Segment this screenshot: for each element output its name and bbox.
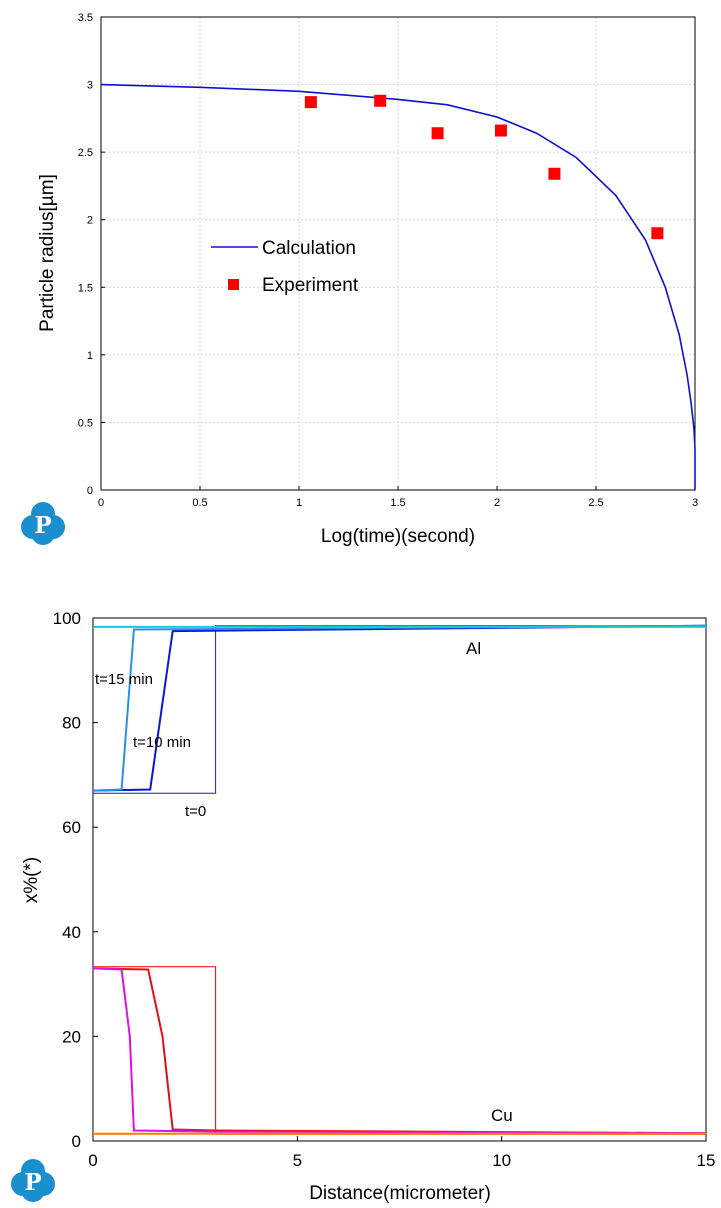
annotation-cu: Cu [491, 1106, 513, 1125]
chart1-y-tick-label: 0.5 [78, 417, 93, 429]
chart2-y-tick-label: 60 [62, 818, 81, 837]
annotation-al: Al [466, 639, 481, 658]
chart2-y-tick-label: 40 [62, 923, 81, 942]
chart1-y-tick-label: 3 [87, 80, 93, 92]
chart1-y-tick-label: 3.5 [78, 12, 93, 24]
chart1-y-tick-label: 1 [87, 350, 93, 362]
chart1-x-tick-label: 0 [98, 497, 104, 509]
experiment-point [494, 124, 507, 137]
composition-chart: 0 5 10 15 0 20 40 60 80 100 Al Cu t=15 min t=10 m… [21, 609, 715, 1204]
annotation-t15: t=15 min [95, 671, 153, 688]
chart2-curve [92, 624, 707, 792]
experiment-point [431, 127, 444, 140]
chart1-x-tick-label: 3 [692, 497, 698, 509]
chart1-y-axis-label: Particle radius[µm] [37, 174, 58, 332]
annotation-t10: t=10 min [133, 734, 191, 751]
chart2-y-tick-label: 100 [53, 609, 81, 628]
chart1-y-tick-label: 0 [87, 485, 93, 497]
experiment-point [651, 227, 664, 240]
experiment-point [548, 167, 561, 180]
radius-chart: 0 0.5 1 1.5 2 2.5 3 0 0.5 1 1.5 2 2.5 3 3.5 Calculatio… [37, 12, 698, 547]
chart1-y-tick-label: 1.5 [78, 282, 93, 294]
chart1-x-tick-label: 0.5 [192, 497, 207, 509]
logo-bottom: P [11, 1159, 55, 1202]
chart2-x-tick-label: 10 [492, 1151, 511, 1170]
chart1-ticks: 0 0.5 1 1.5 2 2.5 3 0 0.5 1 1.5 2 2.5 3 3.5 [78, 12, 698, 509]
chart2-plot-frame [92, 617, 707, 1142]
chart2-y-tick-label: 20 [62, 1027, 81, 1046]
chart2-curve [93, 625, 706, 794]
chart2-y-tick-label: 0 [72, 1132, 81, 1151]
chart2-x-axis-label: Distance(micrometer) [309, 1183, 491, 1204]
experiment-point [374, 94, 387, 107]
chart2-curves [92, 624, 707, 1135]
experiment-point [304, 96, 317, 109]
chart2-y-tick-label: 80 [62, 714, 81, 733]
experiment-points [304, 94, 664, 240]
calculation-curve [100, 83, 696, 490]
legend-experiment-label: Experiment [262, 275, 359, 296]
chart2-x-tick-label: 0 [88, 1151, 97, 1170]
chart1-grid [101, 17, 695, 490]
chart2-y-axis-label: x%(*) [21, 857, 42, 903]
annotation-t0: t=0 [185, 803, 206, 820]
chart1-x-tick-label: 1 [296, 497, 302, 509]
chart1-x-tick-label: 2.5 [588, 497, 603, 509]
chart1-x-axis-label: Log(time)(second) [321, 526, 475, 547]
chart2-curve [92, 967, 707, 1135]
chart2-curve [92, 967, 707, 1135]
logo-top: P [21, 502, 65, 545]
chart1-y-tick-label: 2 [87, 215, 93, 227]
legend-experiment-swatch [228, 279, 239, 290]
chart1-legend: Calculation Experiment [211, 238, 359, 296]
logo-bottom-letter: P [24, 1169, 41, 1196]
chart2-x-tick-label: 15 [697, 1151, 716, 1170]
chart1-x-tick-label: 1.5 [390, 497, 405, 509]
chart2-curve [92, 624, 707, 792]
legend-calculation-label: Calculation [262, 238, 356, 259]
chart2-ticks: 0 5 10 15 0 20 40 60 80 100 [53, 609, 716, 1170]
chart2-curve [93, 966, 706, 1135]
chart1-y-tick-label: 2.5 [78, 147, 93, 159]
chart2-x-tick-label: 5 [293, 1151, 302, 1170]
chart1-x-tick-label: 2 [494, 497, 500, 509]
logo-top-letter: P [34, 512, 51, 539]
